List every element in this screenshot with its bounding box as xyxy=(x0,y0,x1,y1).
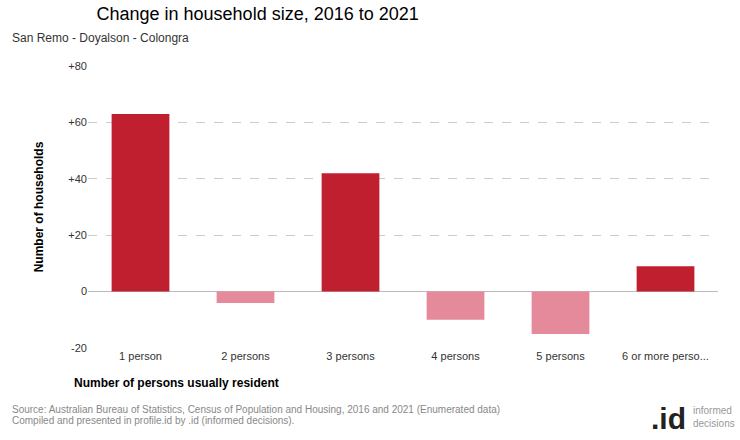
svg-text:Change in household size, 2016: Change in household size, 2016 to 2021 xyxy=(97,4,419,24)
svg-text:+40: +40 xyxy=(68,173,87,185)
svg-text:5 persons: 5 persons xyxy=(536,350,585,362)
svg-text:Number of persons usually resi: Number of persons usually resident xyxy=(74,376,279,390)
svg-text:1 person: 1 person xyxy=(119,350,162,362)
svg-text:+20: +20 xyxy=(68,229,87,241)
svg-text:4 persons: 4 persons xyxy=(431,350,480,362)
svg-text:6 or more perso...: 6 or more perso... xyxy=(622,350,709,362)
svg-text:Compiled and presented in prof: Compiled and presented in profile.id by … xyxy=(12,415,294,426)
svg-text:-20: -20 xyxy=(71,342,87,354)
svg-text:Source: Australian Bureau of S: Source: Australian Bureau of Statistics,… xyxy=(12,404,500,415)
svg-text:+60: +60 xyxy=(68,116,87,128)
svg-text:.id: .id xyxy=(651,402,686,435)
svg-text:0: 0 xyxy=(81,285,87,297)
svg-text:+80: +80 xyxy=(68,60,87,72)
svg-text:2 persons: 2 persons xyxy=(221,350,270,362)
svg-text:Number of households: Number of households xyxy=(32,141,46,272)
svg-text:informeddecisions: informeddecisions xyxy=(693,405,735,429)
svg-text:3 persons: 3 persons xyxy=(326,350,375,362)
svg-text:San Remo - Doyalson - Colongra: San Remo - Doyalson - Colongra xyxy=(12,31,189,45)
